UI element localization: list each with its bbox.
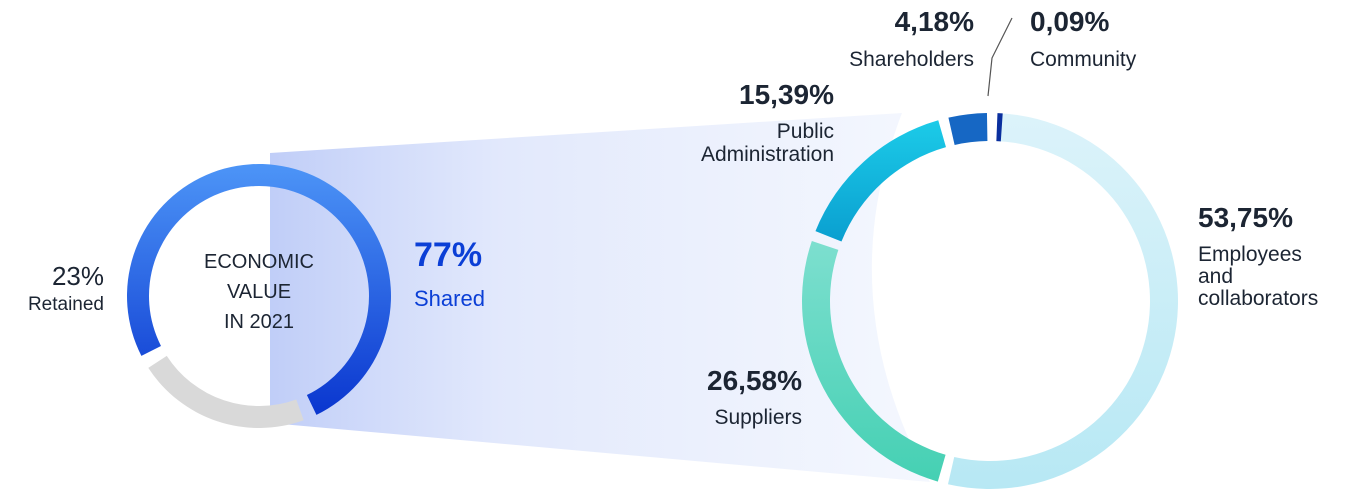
retained-name-label: Retained [28, 294, 104, 315]
slice-retained [148, 355, 304, 428]
shared-percent-label: 77% [414, 236, 482, 274]
community-leader-line [987, 17, 1013, 97]
shareholders-percent-label: 4,18% [895, 6, 974, 37]
donut-economic-value [127, 164, 392, 428]
shareholders-name-label: Shareholders [849, 48, 974, 71]
connector-fan [270, 113, 930, 482]
suppliers-name-label: Suppliers [714, 406, 802, 429]
slice-shareholders [948, 113, 988, 145]
shared-name-label: Shared [414, 286, 485, 311]
community-name-label: Community [1030, 48, 1137, 71]
public-admin-percent-label: 15,39% [739, 79, 834, 110]
slice-community [996, 113, 1003, 142]
public-admin-name-line-1: Public [777, 120, 834, 143]
slice-employees-and-collaborators [947, 113, 1179, 490]
employees-name-line-3: collaborators [1198, 287, 1318, 310]
retained-percent-label: 23% [52, 261, 104, 291]
slice-suppliers [801, 240, 946, 482]
employees-percent-label: 53,75% [1198, 202, 1293, 233]
public-admin-name-line-2: Administration [701, 143, 834, 166]
employees-name-line-2: and [1198, 265, 1233, 288]
center-label-line-3: IN 2021 [224, 311, 294, 333]
suppliers-percent-label: 26,58% [707, 365, 802, 396]
center-label-line-2: VALUE [227, 281, 291, 303]
center-label-line-1: ECONOMIC [204, 251, 314, 273]
donut-distribution [801, 113, 1179, 490]
slice-public-administration [815, 120, 946, 242]
employees-name-line-1: Employees [1198, 243, 1302, 266]
community-percent-label: 0,09% [1030, 6, 1109, 37]
